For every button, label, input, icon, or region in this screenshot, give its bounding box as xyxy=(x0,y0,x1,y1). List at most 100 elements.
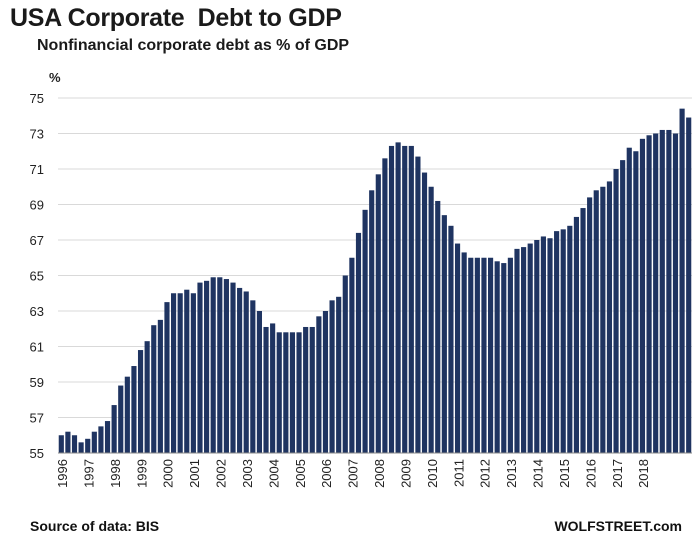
bar xyxy=(587,197,593,453)
gridlines xyxy=(58,97,692,418)
bar xyxy=(606,181,613,454)
bar xyxy=(342,275,348,453)
y-tick-label: 57 xyxy=(30,411,44,426)
bar xyxy=(679,108,685,454)
y-tick-label: 73 xyxy=(30,127,44,142)
bar xyxy=(157,319,163,453)
bar xyxy=(481,257,487,453)
bar xyxy=(507,257,513,453)
y-tick-label: 65 xyxy=(30,269,44,284)
bar xyxy=(672,133,679,453)
x-tick-label: 2010 xyxy=(425,459,440,488)
bar xyxy=(137,350,144,453)
brand-label: WOLFSTREET.com xyxy=(554,518,682,534)
bar xyxy=(382,158,388,453)
bar xyxy=(316,316,322,453)
bar xyxy=(197,282,203,453)
y-tick-label: 69 xyxy=(30,198,44,213)
bar xyxy=(303,326,309,453)
bar xyxy=(223,279,229,453)
bar xyxy=(659,129,665,453)
bar xyxy=(118,385,124,453)
bar xyxy=(184,289,190,453)
x-tick-label: 1999 xyxy=(134,459,149,488)
bar xyxy=(237,287,243,453)
y-tick-label: 75 xyxy=(30,91,44,106)
bar xyxy=(230,282,236,453)
bars xyxy=(58,108,692,454)
x-tick-label: 2003 xyxy=(240,459,255,488)
bar xyxy=(633,151,639,453)
bar xyxy=(501,263,507,453)
bar xyxy=(686,117,692,454)
bar xyxy=(85,438,91,453)
x-tick-label: 2009 xyxy=(398,459,413,488)
bar xyxy=(461,252,467,453)
bar xyxy=(58,435,64,453)
x-tick-label: 2018 xyxy=(636,459,651,488)
bar xyxy=(104,421,111,453)
bar xyxy=(164,302,170,453)
bar xyxy=(263,326,269,453)
y-tick-label: 71 xyxy=(30,162,44,177)
bar xyxy=(573,216,580,453)
bar xyxy=(408,145,414,454)
bar xyxy=(448,225,454,453)
bar xyxy=(600,186,606,453)
bar xyxy=(322,311,329,453)
x-tick-label: 2005 xyxy=(293,459,308,488)
bar xyxy=(514,248,520,453)
bar xyxy=(177,293,183,453)
x-tick-label: 2007 xyxy=(346,459,361,488)
bar xyxy=(276,332,282,453)
bar xyxy=(144,341,150,453)
bar xyxy=(349,257,355,453)
bar xyxy=(613,169,619,453)
bar xyxy=(329,300,335,453)
y-tick-label: 55 xyxy=(30,446,44,461)
x-tick-label: 2016 xyxy=(583,459,598,488)
bar xyxy=(653,133,659,453)
bar xyxy=(296,332,302,453)
bar xyxy=(534,240,540,453)
bar xyxy=(111,405,117,453)
bar xyxy=(78,442,84,453)
bar xyxy=(243,291,249,453)
x-tick-label: 2002 xyxy=(214,459,229,488)
bar xyxy=(124,376,130,453)
x-tick-label: 2015 xyxy=(557,459,572,488)
bar xyxy=(210,277,216,453)
bar xyxy=(362,209,368,453)
y-axis-ticks: 55 57 59 61 63 65 67 69 71 73 75 xyxy=(30,91,44,461)
bar xyxy=(521,247,527,453)
bar xyxy=(217,277,223,453)
bar xyxy=(580,208,586,453)
bar xyxy=(626,147,632,453)
bar xyxy=(540,236,546,453)
y-tick-label: 63 xyxy=(30,304,44,319)
bar xyxy=(204,280,210,453)
x-tick-label: 1997 xyxy=(81,459,96,488)
bar xyxy=(441,215,447,453)
bar xyxy=(289,332,296,453)
bar xyxy=(395,142,401,453)
chart-title: USA Corporate Debt to GDP xyxy=(10,4,342,32)
source-note: Source of data: BIS xyxy=(30,518,160,534)
bar xyxy=(468,257,474,453)
bar xyxy=(527,243,533,453)
x-tick-label: 1998 xyxy=(108,459,123,488)
y-tick-label: 67 xyxy=(30,233,44,248)
bar xyxy=(402,145,408,454)
bar xyxy=(170,293,177,453)
bar xyxy=(494,261,500,453)
bar xyxy=(415,156,421,453)
x-tick-label: 2000 xyxy=(161,459,176,488)
bar xyxy=(666,129,672,453)
x-tick-label: 2008 xyxy=(372,459,387,488)
bar xyxy=(65,431,71,453)
bar xyxy=(375,174,381,453)
bar xyxy=(639,138,646,453)
bar xyxy=(336,296,342,453)
bar xyxy=(250,300,256,453)
